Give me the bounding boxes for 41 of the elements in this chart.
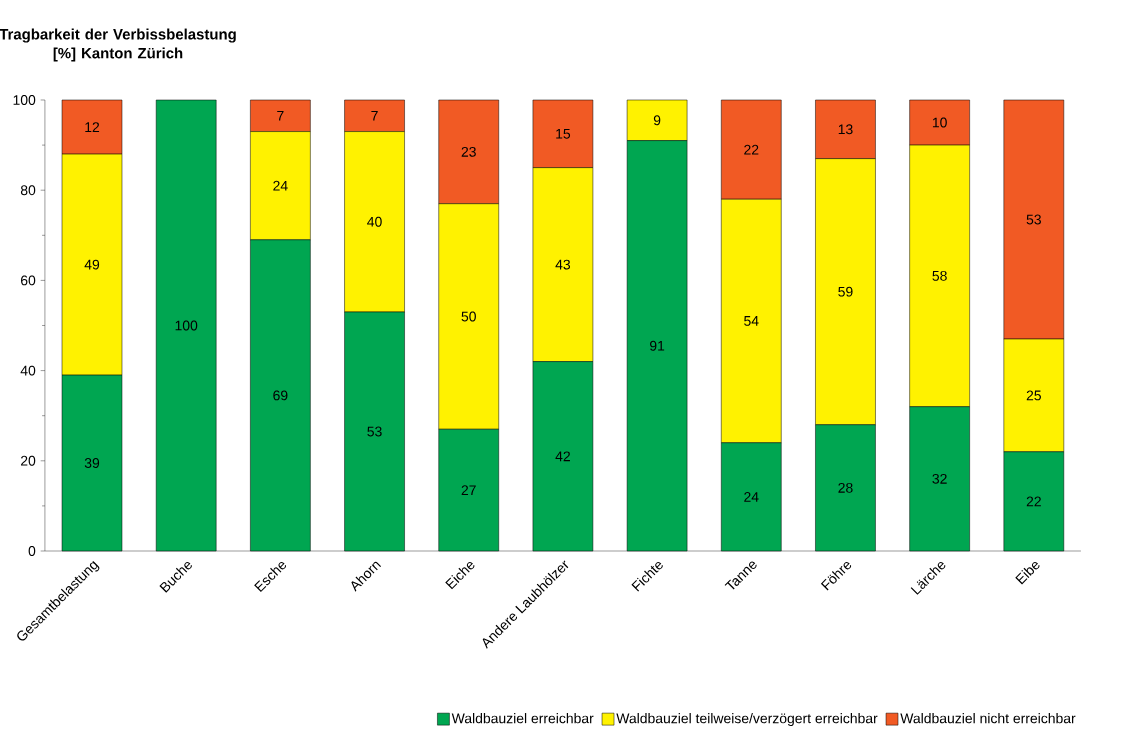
y-tick-label: 0 <box>28 546 36 556</box>
data-label: 15 <box>556 128 571 139</box>
data-label: 24 <box>273 180 288 191</box>
data-label: 9 <box>653 115 661 126</box>
data-label: 12 <box>85 122 100 132</box>
y-tick-label: 40 <box>20 365 36 376</box>
data-label: 22 <box>1026 496 1041 507</box>
y-tick-label: 60 <box>21 275 36 286</box>
data-label: 23 <box>461 146 476 157</box>
data-label: 42 <box>555 451 570 462</box>
data-label: 50 <box>461 311 476 322</box>
data-label: 27 <box>461 485 476 495</box>
y-tick-label: 20 <box>21 455 36 466</box>
data-label: 39 <box>84 458 100 468</box>
data-label: 58 <box>932 270 947 281</box>
data-label: 43 <box>555 259 571 270</box>
data-label: 49 <box>84 259 100 270</box>
data-label: 28 <box>838 482 853 493</box>
data-label: 91 <box>649 340 665 351</box>
data-label: 69 <box>273 390 288 401</box>
y-tick-label: 80 <box>20 185 36 196</box>
data-label: 40 <box>367 216 382 227</box>
legend-label: Waldbauziel erreichbar <box>451 713 594 724</box>
data-label: 25 <box>1026 390 1041 401</box>
data-label: 10 <box>932 117 947 128</box>
data-label: 32 <box>932 473 947 484</box>
y-tick-label: 100 <box>13 95 36 105</box>
data-label: 7 <box>371 110 378 121</box>
data-label: 54 <box>744 316 759 326</box>
x-tick-label: Eibe <box>1015 561 1040 585</box>
data-label: 53 <box>1026 214 1041 225</box>
legend-label: Waldbauziel teilweise/verzögert erreichbar <box>616 713 878 727</box>
data-label: 22 <box>744 144 759 155</box>
y-axis-title: Tragbarkeit der Verbissbelastung [%] Kanton Zürich <box>0 28 236 62</box>
data-label: 100 <box>175 320 198 331</box>
data-label: 59 <box>838 286 853 297</box>
data-label: 7 <box>277 110 284 121</box>
data-label: 53 <box>367 426 382 437</box>
data-label: 24 <box>744 492 759 502</box>
legend-label: Waldbauziel nicht erreichbar <box>900 713 1076 724</box>
data-label: 13 <box>838 124 853 135</box>
